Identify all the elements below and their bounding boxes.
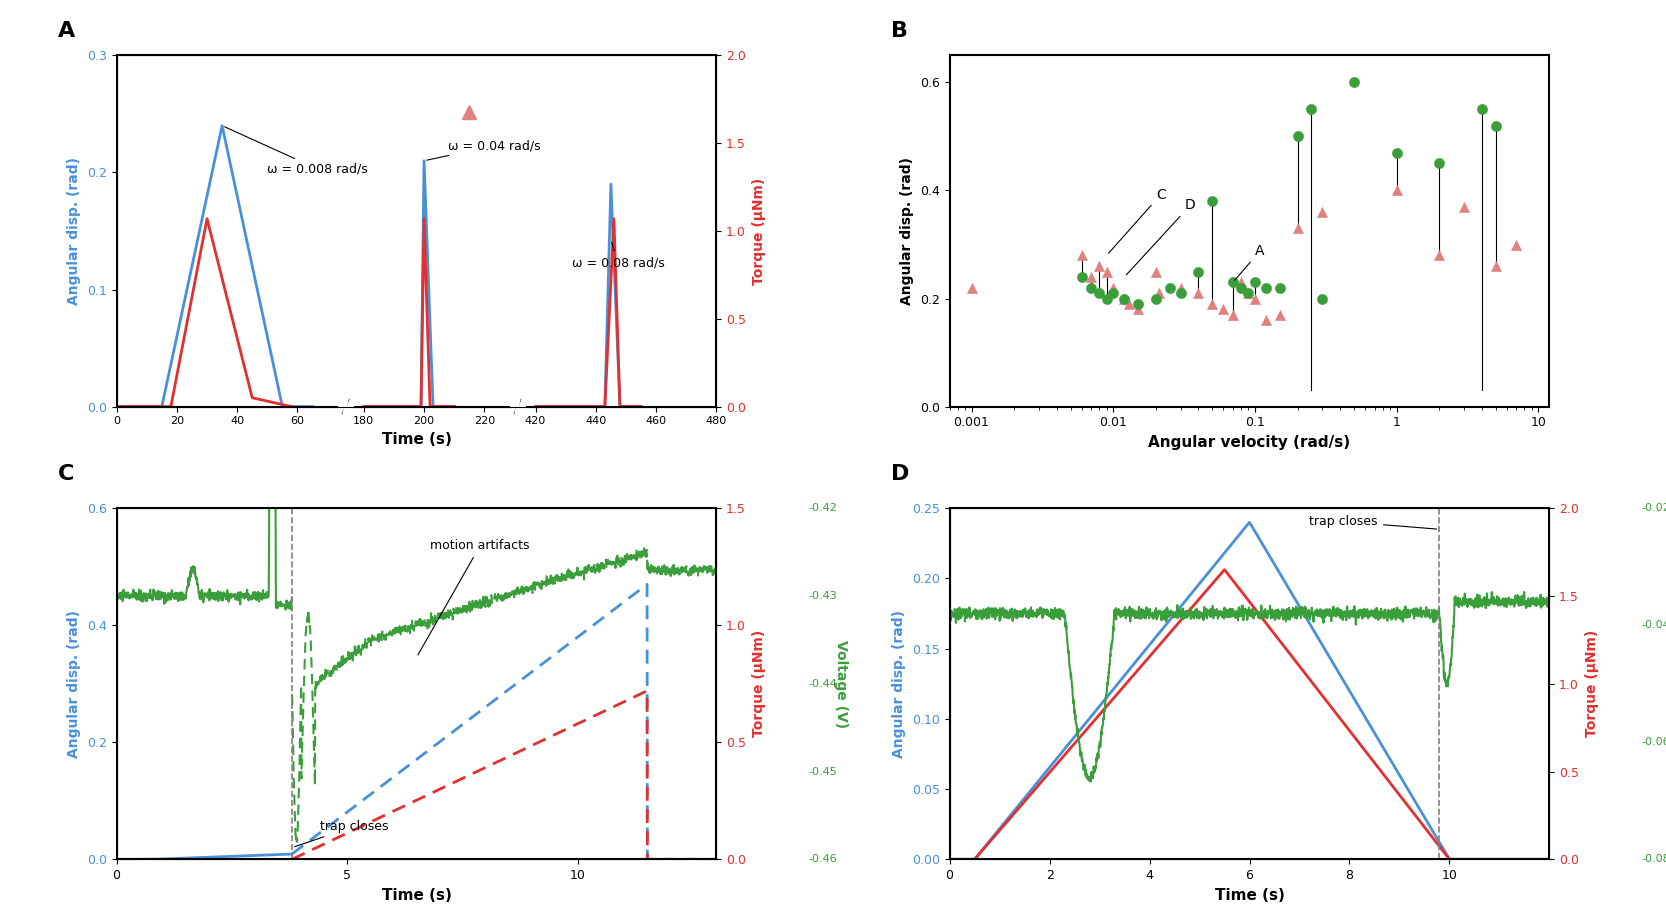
Point — [1125, 297, 1151, 311]
Text: -0.46: -0.46 — [808, 855, 836, 864]
Point — [1168, 280, 1195, 295]
Y-axis label: Angular disp. (rad): Angular disp. (rad) — [900, 157, 915, 305]
Point — [1168, 286, 1195, 300]
Point — [1200, 297, 1226, 311]
Point — [1298, 102, 1324, 116]
Point — [1111, 291, 1138, 306]
Point — [1068, 248, 1095, 262]
Point — [1125, 302, 1151, 317]
Text: trap closes: trap closes — [1309, 515, 1436, 529]
Point — [1228, 280, 1254, 295]
Point — [1266, 280, 1293, 295]
Point — [1156, 280, 1183, 295]
Point — [1451, 200, 1478, 214]
Point — [1241, 275, 1268, 290]
Point — [1426, 248, 1453, 262]
Point — [1383, 145, 1409, 160]
Text: D: D — [891, 465, 910, 484]
Point — [1143, 264, 1170, 279]
Point — [1100, 286, 1126, 300]
Point — [1309, 205, 1336, 220]
Point — [1078, 280, 1105, 295]
Point — [1483, 118, 1509, 133]
Point — [1483, 259, 1509, 274]
Point — [1078, 270, 1105, 285]
Text: D: D — [1126, 199, 1196, 274]
Point — [1116, 297, 1143, 311]
Point — [1143, 291, 1170, 306]
X-axis label: Time (s): Time (s) — [382, 432, 451, 447]
Y-axis label: Angular disp. (rad): Angular disp. (rad) — [67, 610, 82, 758]
X-axis label: Time (s): Time (s) — [1215, 888, 1284, 903]
Point — [1200, 194, 1226, 209]
X-axis label: Angular velocity (rad/s): Angular velocity (rad/s) — [1148, 435, 1351, 450]
Point — [1241, 291, 1268, 306]
Text: -0.06: -0.06 — [1641, 737, 1666, 748]
Point — [1284, 221, 1311, 236]
Text: -0.02: -0.02 — [1641, 504, 1666, 513]
Text: A: A — [1235, 244, 1264, 280]
Point — [1235, 286, 1261, 300]
Point — [958, 280, 985, 295]
Text: A: A — [58, 21, 75, 41]
Text: -0.43: -0.43 — [808, 591, 836, 601]
Text: trap closes: trap closes — [295, 821, 388, 846]
Point — [1383, 183, 1409, 198]
Point — [1185, 286, 1211, 300]
Point — [1341, 75, 1368, 90]
Text: motion artifacts: motion artifacts — [418, 540, 530, 655]
Point — [1093, 291, 1120, 306]
Text: -0.44: -0.44 — [808, 679, 836, 688]
Text: -0.08: -0.08 — [1641, 855, 1666, 864]
Point — [1253, 312, 1279, 327]
Y-axis label: Torque (μNm): Torque (μNm) — [751, 630, 766, 737]
Y-axis label: Angular disp. (rad): Angular disp. (rad) — [893, 610, 906, 758]
Point — [1093, 264, 1120, 279]
Point — [1284, 129, 1311, 144]
Point — [1228, 275, 1254, 290]
Point — [1253, 280, 1279, 295]
Text: -0.04: -0.04 — [1641, 620, 1666, 630]
Point — [1068, 270, 1095, 285]
Text: -0.45: -0.45 — [808, 767, 836, 776]
Point — [1503, 237, 1529, 252]
Text: C: C — [1108, 188, 1166, 253]
Point — [1185, 264, 1211, 279]
X-axis label: Time (s): Time (s) — [382, 888, 451, 903]
Point — [1100, 280, 1126, 295]
Point — [1086, 286, 1113, 300]
Text: Voltage (V): Voltage (V) — [835, 639, 848, 728]
Point — [1220, 275, 1246, 290]
Y-axis label: Torque (μNm): Torque (μNm) — [1584, 630, 1599, 737]
Point — [1426, 156, 1453, 171]
Point — [1111, 291, 1138, 306]
Point — [1086, 259, 1113, 274]
Y-axis label: Angular disp. (rad): Angular disp. (rad) — [67, 157, 82, 305]
Text: ω = 0.008 rad/s: ω = 0.008 rad/s — [225, 127, 368, 176]
Point — [1220, 308, 1246, 322]
Y-axis label: Torque (μNm): Torque (μNm) — [751, 177, 766, 285]
Text: C: C — [58, 465, 75, 484]
Point — [1146, 286, 1173, 300]
Text: ω = 0.08 rad/s: ω = 0.08 rad/s — [571, 242, 665, 269]
Text: ω = 0.04 rad/s: ω = 0.04 rad/s — [426, 140, 541, 160]
Point — [1309, 291, 1336, 306]
Point — [1235, 286, 1261, 300]
Text: B: B — [891, 21, 908, 41]
Point — [1468, 102, 1494, 116]
Point — [1210, 302, 1236, 317]
Point — [1266, 308, 1293, 322]
Text: -0.42: -0.42 — [808, 504, 836, 513]
